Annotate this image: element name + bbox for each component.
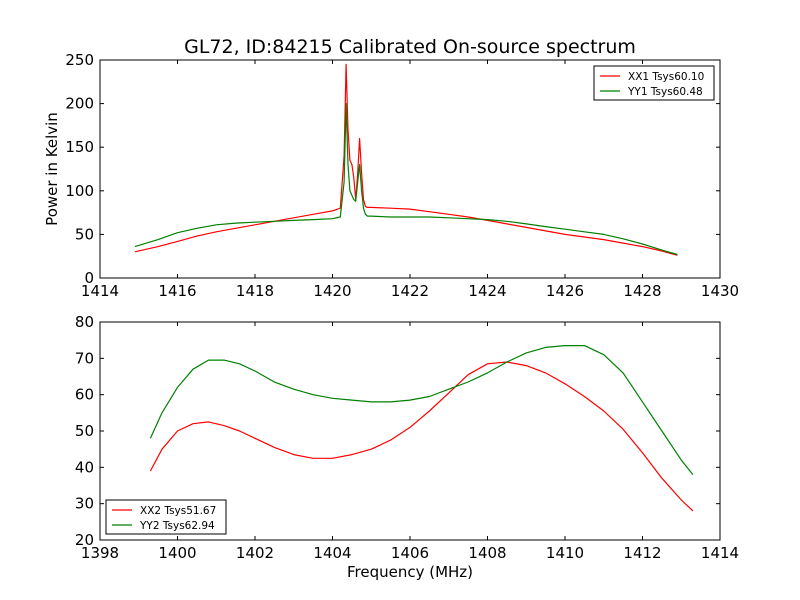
y-tick-label: 30 xyxy=(75,495,94,513)
x-tick-label: 1404 xyxy=(313,544,351,562)
legend-box xyxy=(105,499,227,535)
x-tick-label: 1422 xyxy=(391,282,429,300)
x-tick-label: 1414 xyxy=(81,282,119,300)
y-tick-label: 100 xyxy=(65,182,94,200)
x-tick-label: 1406 xyxy=(391,544,429,562)
x-tick-label: 1426 xyxy=(546,282,584,300)
x-tick-label: 1424 xyxy=(468,282,506,300)
plots-layer: 1414 1416 1418 1420 1422 1424 1426 1428 14300501… xyxy=(43,51,739,581)
series-line-2 xyxy=(149,345,694,475)
legend-label-1: XX1 Tsys60.10 xyxy=(628,71,704,83)
x-tick-label: 1428 xyxy=(623,282,661,300)
x-tick-label: 1420 xyxy=(313,282,351,300)
x-tick-label: 1400 xyxy=(158,544,196,562)
x-tick-label: 1410 xyxy=(546,544,584,562)
figure-title: GL72, ID:84215 Calibrated On-source spec… xyxy=(184,36,636,58)
y-tick-label: 40 xyxy=(75,458,94,476)
x-tick-label: 1412 xyxy=(623,544,661,562)
x-tick-label: 1418 xyxy=(236,282,274,300)
y-tick-label: 50 xyxy=(75,225,94,243)
series-line-2 xyxy=(134,102,678,256)
x-tick-label: 1414 xyxy=(701,544,739,562)
legend-label-1: XX2 Tsys51.67 xyxy=(140,505,216,517)
legend-label-2: YY1 Tsys60.48 xyxy=(627,86,703,98)
legend-box xyxy=(593,65,715,101)
x-axis-label: Frequency (MHz) xyxy=(347,563,473,581)
y-tick-label: 250 xyxy=(65,51,94,69)
y-tick-label: 80 xyxy=(75,313,94,331)
legend-label-2: YY2 Tsys62.94 xyxy=(139,520,215,532)
series-line-1 xyxy=(149,361,694,512)
x-tick-label: 1408 xyxy=(468,544,506,562)
legend: XX2 Tsys51.67 YY2 Tsys62.94 xyxy=(105,499,227,535)
x-tick-label: 1402 xyxy=(236,544,274,562)
x-tick-label: 1398 xyxy=(81,544,119,562)
subplot-2: 1398 1400 1402 1404 1406 1408 1410 1412 1414 20 30… xyxy=(75,313,739,581)
y-tick-label: 0 xyxy=(84,269,94,287)
y-tick-label: 150 xyxy=(65,138,94,156)
legend: XX1 Tsys60.10 YY1 Tsys60.48 xyxy=(593,65,715,101)
y-axis-label: Power in Kelvin xyxy=(43,112,61,226)
x-tick-label: 1416 xyxy=(158,282,196,300)
y-tick-label: 60 xyxy=(75,386,94,404)
y-tick-label: 200 xyxy=(65,95,94,113)
y-tick-label: 70 xyxy=(75,349,94,367)
x-tick-label: 1430 xyxy=(701,282,739,300)
subplot-1: 1414 1416 1418 1420 1422 1424 1426 1428 1430 0 50 1… xyxy=(43,51,739,300)
y-tick-label: 20 xyxy=(75,531,94,549)
y-tick-label: 50 xyxy=(75,422,94,440)
